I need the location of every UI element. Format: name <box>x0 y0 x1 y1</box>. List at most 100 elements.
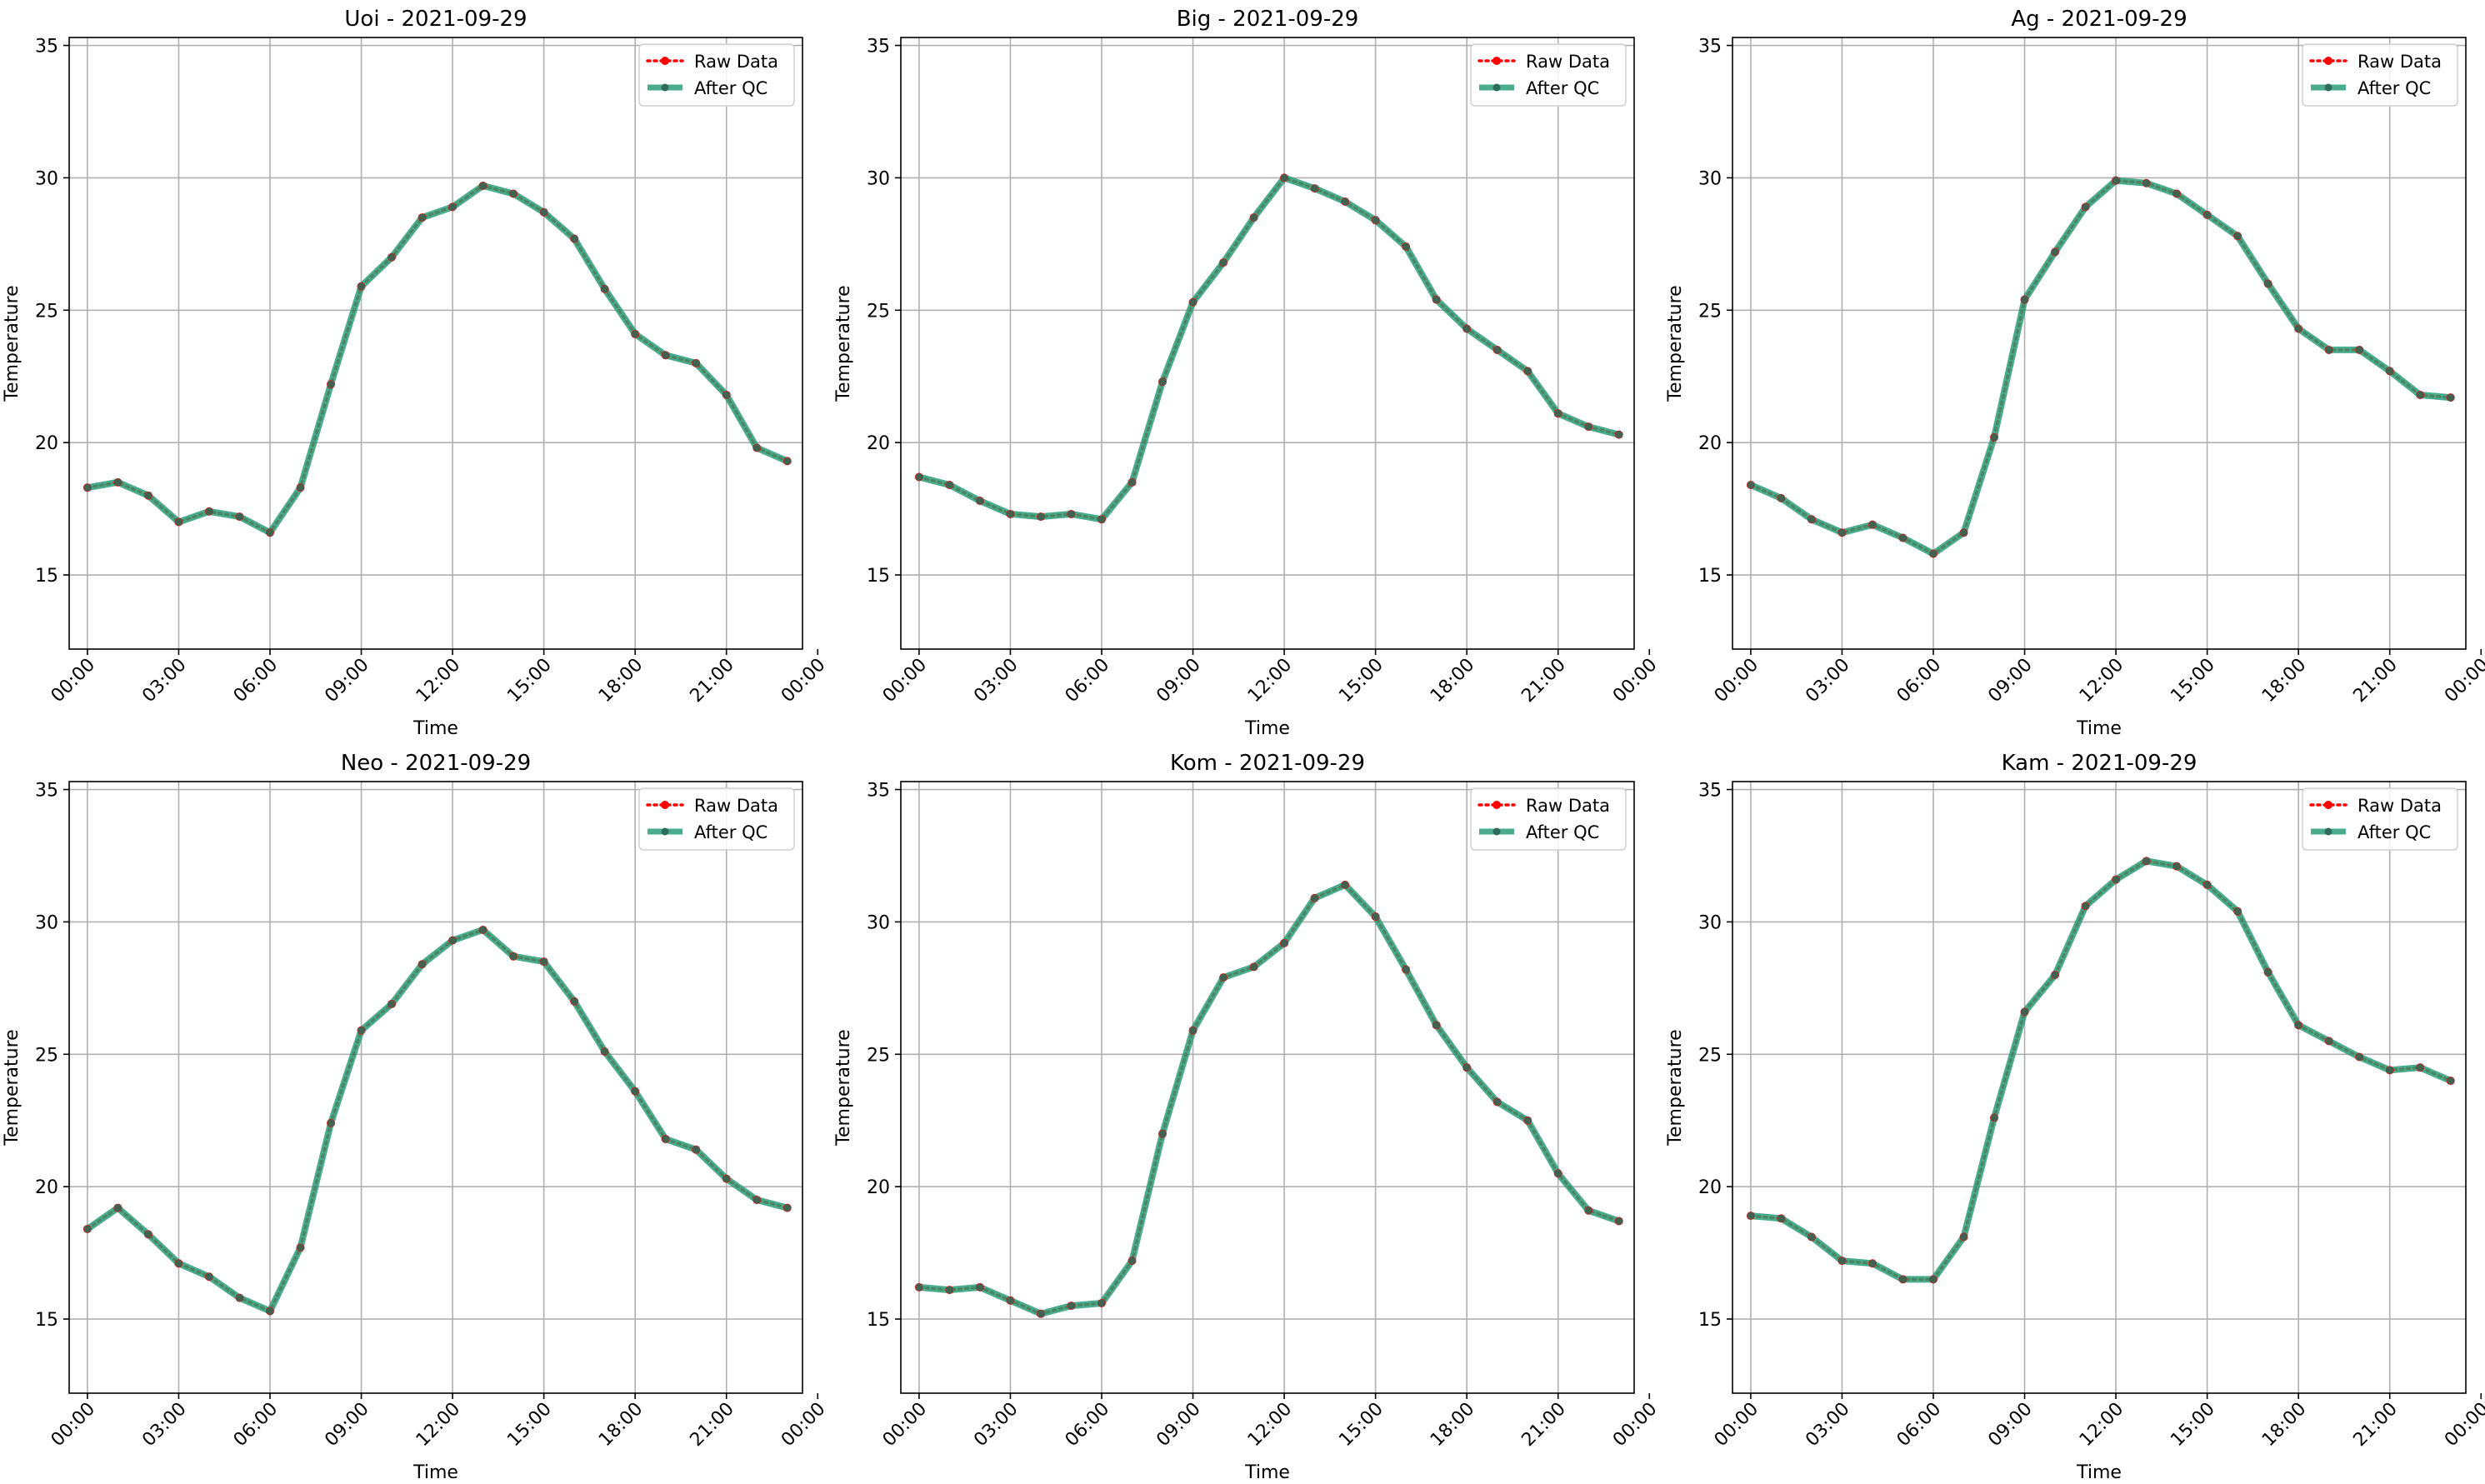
point-after-qc <box>174 517 182 526</box>
point-after-qc <box>945 481 953 489</box>
point-after-qc <box>2082 902 2090 910</box>
point-after-qc <box>601 1047 609 1056</box>
point-after-qc <box>2386 1066 2394 1074</box>
point-after-qc <box>631 330 639 338</box>
legend-label: After QC <box>694 78 768 98</box>
point-after-qc <box>1372 912 1380 921</box>
point-after-qc <box>2021 1007 2029 1016</box>
point-after-qc <box>783 457 792 465</box>
x-tick-label: 00:00 <box>48 655 100 707</box>
subplot-5: 15 20 25 30 35 00:00 03:00 06:00 09:00 12:00 15:00… <box>833 751 1661 1483</box>
x-tick-label: 12:00 <box>2076 655 2128 707</box>
x-tick-label: 03:00 <box>1802 655 1854 707</box>
point-after-qc <box>1868 1259 1877 1267</box>
point-after-qc <box>2233 232 2242 240</box>
point-after-qc <box>83 483 92 492</box>
series-line-after-qc <box>918 881 1621 1317</box>
point-after-qc <box>418 213 427 222</box>
y-tick-label: 20 <box>35 1177 58 1198</box>
y-tick-label: 25 <box>867 1045 890 1066</box>
point-after-qc <box>2203 211 2212 219</box>
point-after-qc <box>2142 179 2151 187</box>
point-after-qc <box>2142 857 2151 865</box>
legend-label: After QC <box>2358 822 2431 842</box>
x-tick-label: 00:00 <box>1711 655 1763 707</box>
y-tick-label: 15 <box>1698 1310 1722 1331</box>
point-after-qc <box>1037 512 1045 521</box>
y-tick-label: 15 <box>35 1310 58 1331</box>
point-after-qc <box>570 234 578 242</box>
y-axis-label: Temperature <box>833 285 854 402</box>
point-after-qc <box>205 507 213 516</box>
subplot-6: 15 20 25 30 35 00:00 03:00 06:00 09:00 12:00 15:00… <box>1665 751 2485 1483</box>
legend-label: After QC <box>1526 78 1599 98</box>
x-tick-label: 18:00 <box>2258 655 2311 707</box>
x-tick-label: 21:00 <box>686 1399 738 1452</box>
point-after-qc <box>1990 1114 1998 1122</box>
x-tick-label: 09:00 <box>1152 655 1205 707</box>
point-after-qc <box>976 1283 984 1292</box>
y-tick-label: 35 <box>35 781 58 802</box>
legend: Raw Data After QC <box>1470 43 1627 107</box>
x-tick-label: 18:00 <box>595 655 648 707</box>
x-tick-label: 15:00 <box>503 655 556 707</box>
point-after-qc <box>2021 296 2029 304</box>
legend-marker-raw-data <box>1492 801 1501 809</box>
point-after-qc <box>1462 1063 1471 1072</box>
y-tick-label: 15 <box>867 566 890 587</box>
legend-marker-after-qc <box>1492 827 1501 836</box>
point-after-qc <box>2264 280 2272 288</box>
point-after-qc <box>692 359 700 367</box>
point-after-qc <box>1250 213 1258 222</box>
axes-frame <box>900 37 1635 650</box>
x-tick-label: 00:00 <box>879 1399 932 1452</box>
point-after-qc <box>297 483 305 492</box>
point-after-qc <box>448 202 457 211</box>
point-after-qc <box>509 952 518 961</box>
chart-title: Big - 2021-09-29 <box>1177 7 1359 32</box>
legend: Raw Data After QC <box>2302 43 2458 107</box>
legend-marker-after-qc <box>1492 83 1501 92</box>
legend: Raw Data After QC <box>2302 787 2458 851</box>
y-axis-label: Temperature <box>2 1029 22 1146</box>
axes-frame <box>1732 37 2467 650</box>
legend-label: After QC <box>2358 78 2431 98</box>
x-tick-label: 03:00 <box>1802 1399 1854 1452</box>
point-after-qc <box>540 957 548 966</box>
y-tick-label: 30 <box>35 912 58 933</box>
point-after-qc <box>1898 534 1907 542</box>
point-after-qc <box>1960 1233 1968 1242</box>
point-after-qc <box>601 285 609 293</box>
legend-label: Raw Data <box>1526 796 1610 816</box>
point-after-qc <box>915 1283 923 1292</box>
y-tick-label: 20 <box>1698 433 1722 454</box>
y-tick-label: 30 <box>867 912 890 933</box>
series-line-raw-data <box>1749 178 2452 556</box>
x-tick-label: 06:00 <box>1062 1399 1114 1452</box>
point-after-qc <box>448 937 457 945</box>
subplot-1: 15 20 25 30 35 00:00 03:00 06:00 09:00 12:00 15:00… <box>2 7 829 739</box>
point-after-qc <box>1808 515 1816 523</box>
point-after-qc <box>2082 202 2090 211</box>
point-after-qc <box>1311 894 1319 902</box>
axes-frame <box>1732 781 2467 1394</box>
x-tick-label: 12:00 <box>1244 655 1297 707</box>
x-tick-label: 21:00 <box>2349 1399 2402 1452</box>
subplot-4: 15 20 25 30 35 00:00 03:00 06:00 09:00 12:00 15:00… <box>2 751 829 1483</box>
point-after-qc <box>205 1272 213 1281</box>
x-tick-label: 18:00 <box>595 1399 648 1452</box>
legend-marker-after-qc <box>661 83 669 92</box>
series-line-after-qc <box>1750 857 2452 1283</box>
legend: Raw Data After QC <box>638 787 795 851</box>
point-after-qc <box>2355 346 2363 354</box>
axes-frame <box>900 781 1635 1394</box>
legend-label: After QC <box>694 822 768 842</box>
point-after-qc <box>752 444 761 452</box>
x-tick-label: 12:00 <box>412 655 465 707</box>
x-tick-label: 15:00 <box>1335 1399 1388 1452</box>
legend-marker-raw-data <box>661 57 669 65</box>
point-after-qc <box>2112 876 2120 884</box>
point-after-qc <box>2386 367 2394 375</box>
point-after-qc <box>540 208 548 217</box>
legend-marker-raw-data <box>1492 57 1501 65</box>
